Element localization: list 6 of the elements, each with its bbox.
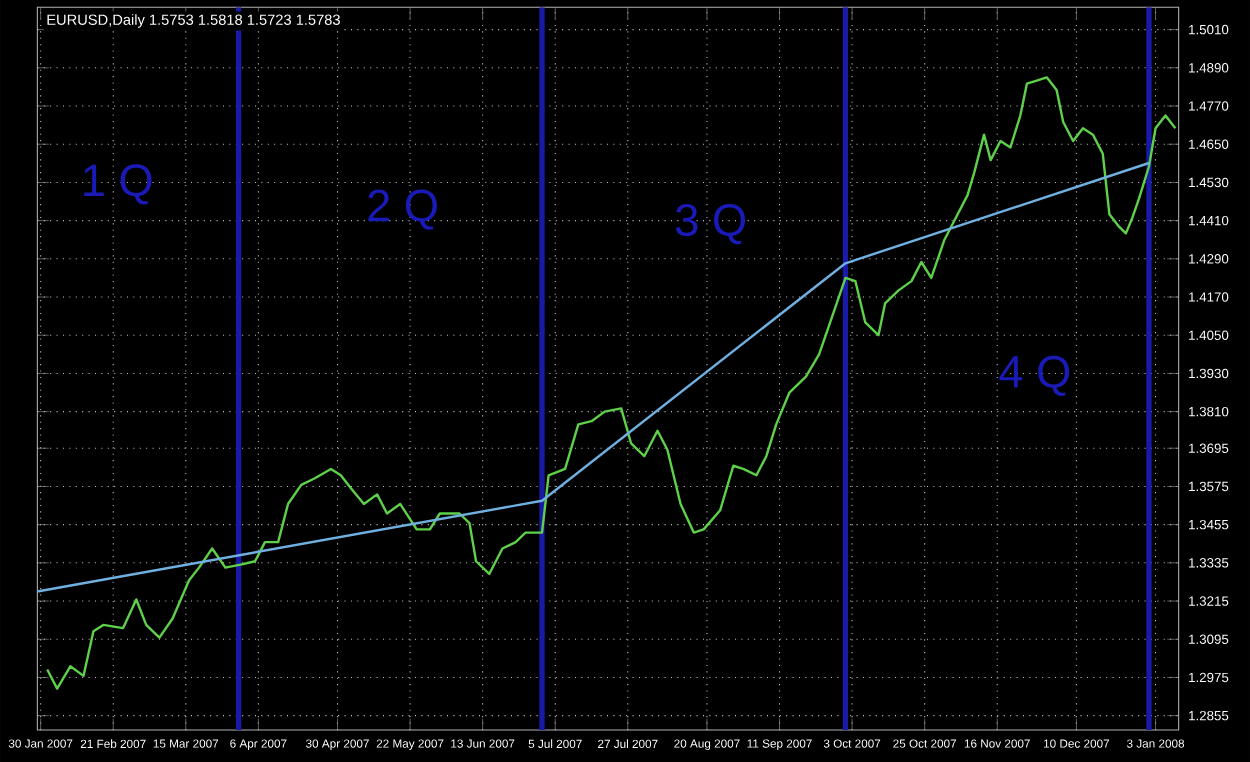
line-series — [37, 161, 1151, 593]
annotation: 3 Q — [675, 204, 746, 245]
annotation: 4 Q — [999, 355, 1070, 396]
line-series — [46, 76, 1177, 690]
annotation: 2 Q — [368, 189, 437, 230]
annotation: 1 Q — [84, 164, 152, 205]
